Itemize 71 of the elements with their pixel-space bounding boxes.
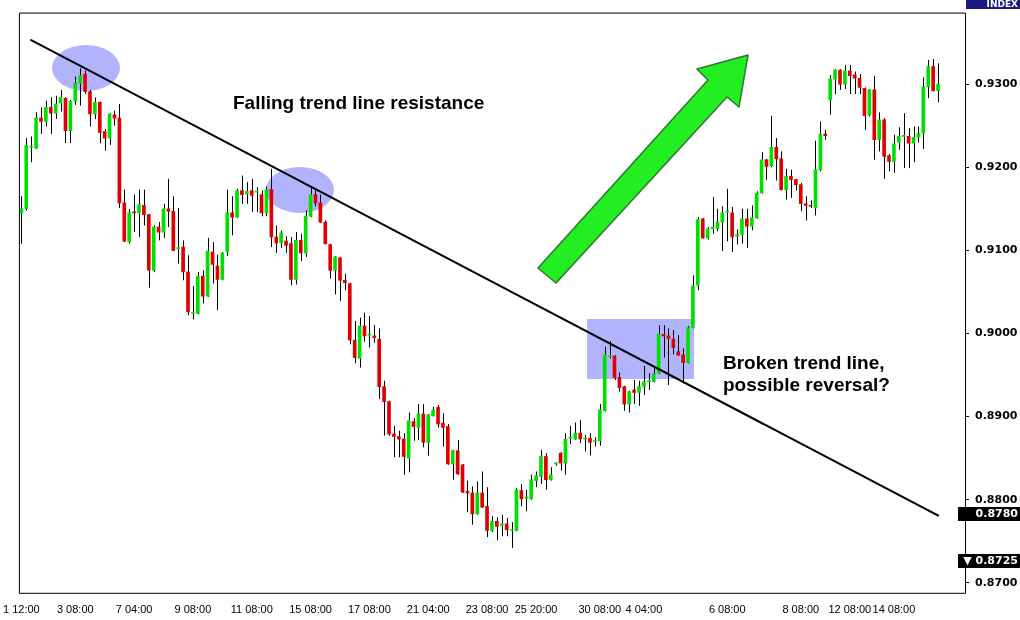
candlestick bbox=[749, 204, 754, 231]
candlestick bbox=[892, 134, 896, 174]
candlestick bbox=[774, 137, 779, 182]
x-tick-label: 7 04:00 bbox=[115, 603, 153, 616]
candlestick bbox=[838, 68, 842, 91]
candlestick bbox=[93, 96, 97, 120]
candlestick bbox=[843, 64, 847, 90]
x-tick-label: 3 08:00 bbox=[56, 603, 94, 616]
candlestick bbox=[745, 208, 749, 249]
candlestick bbox=[544, 452, 548, 491]
candlestick bbox=[852, 71, 857, 95]
candlestick bbox=[44, 100, 48, 127]
y-tick-label: 0.9200 bbox=[975, 160, 1018, 174]
candlestick bbox=[671, 329, 676, 355]
candlestick bbox=[39, 106, 43, 135]
candlestick bbox=[784, 168, 788, 201]
x-tick-label: 8 08:00 bbox=[782, 603, 820, 616]
x-tick-label: 21 04:00 bbox=[406, 603, 450, 616]
candlestick bbox=[48, 96, 53, 135]
y-tick-label: 0.9000 bbox=[975, 326, 1018, 340]
candlestick bbox=[333, 255, 337, 295]
x-tick-label: 15 08:00 bbox=[289, 603, 332, 616]
y-tick-label: 0.8900 bbox=[975, 409, 1018, 423]
x-tick-label: 4 04:00 bbox=[625, 603, 663, 616]
candlestick bbox=[578, 419, 583, 444]
candlestick bbox=[828, 74, 833, 116]
x-tick-label: 12 08:00 bbox=[828, 603, 872, 616]
x-tick-label: 11 08:00 bbox=[230, 603, 273, 616]
candlestick bbox=[495, 516, 499, 541]
candlestick bbox=[833, 68, 837, 95]
candlestick bbox=[401, 432, 406, 476]
annotation: Falling trend line resistance bbox=[233, 92, 485, 114]
candlestick bbox=[681, 347, 685, 384]
text: INDEX bbox=[966, 0, 1020, 9]
candlestick bbox=[298, 233, 303, 262]
candlestick bbox=[240, 175, 244, 205]
candlestick bbox=[936, 62, 940, 103]
x-tick-label: 30 08:00 bbox=[578, 603, 622, 616]
candlestick bbox=[249, 178, 254, 213]
candlestick bbox=[323, 219, 328, 246]
x-tick-label: 17 08:00 bbox=[347, 603, 391, 616]
candlestick bbox=[901, 112, 906, 169]
candlestick bbox=[877, 111, 882, 152]
candlestick bbox=[137, 189, 141, 238]
text: 0.8780 bbox=[958, 507, 1020, 521]
annotation: Broken trend line, possible reversal? bbox=[723, 352, 890, 396]
candlestick bbox=[274, 224, 279, 254]
x-tick-label: 9 08:00 bbox=[174, 603, 212, 616]
x-tick-label: 6 08:00 bbox=[708, 603, 746, 616]
y-tick-label: 0.8700 bbox=[975, 575, 1018, 589]
y-tick-label: 0.9300 bbox=[975, 76, 1018, 90]
candlestick bbox=[245, 181, 249, 205]
x-tick-label: 23 08:00 bbox=[465, 603, 509, 616]
candlestick bbox=[352, 320, 357, 364]
candlestick bbox=[499, 514, 504, 537]
x-tick-label: 1 12:00 bbox=[3, 603, 40, 616]
candlestick bbox=[450, 449, 455, 481]
candlestick bbox=[475, 480, 480, 516]
y-tick-label: 0.9100 bbox=[975, 243, 1018, 257]
candlestick bbox=[509, 521, 514, 549]
y-tick-label: 0.8800 bbox=[975, 492, 1018, 506]
candlestick bbox=[588, 432, 592, 457]
x-tick-label: 25 20:00 bbox=[514, 603, 558, 616]
annotation: ▼ 0.8725 bbox=[958, 554, 1020, 568]
candlestick bbox=[632, 379, 636, 405]
candlestick bbox=[568, 425, 573, 445]
candlestick bbox=[396, 430, 401, 458]
x-tick-label: 14 08:00 bbox=[872, 603, 916, 616]
candlestick bbox=[676, 334, 681, 357]
candlestick bbox=[176, 207, 181, 265]
candlestick bbox=[200, 269, 205, 305]
